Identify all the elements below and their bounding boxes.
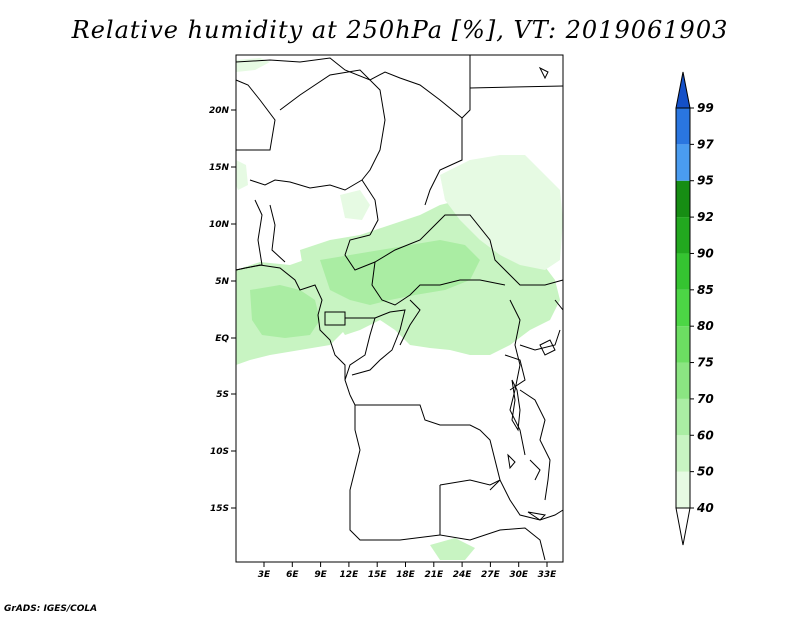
border-line: [519, 329, 561, 351]
colorbar-segment: [676, 289, 690, 327]
humidity-shading: [236, 58, 563, 560]
border-line: [399, 299, 421, 346]
colorbar-segment: [676, 217, 690, 254]
lat-label: EQ: [215, 334, 229, 344]
colorbar-label: 99: [697, 101, 714, 115]
lon-label: 27E: [481, 570, 501, 580]
border-line: [371, 261, 506, 306]
colorbar-label: 50: [697, 465, 714, 479]
lake-outline: [511, 379, 521, 432]
colorbar-label: 70: [697, 392, 714, 406]
country-borders: [235, 55, 564, 561]
colorbar-label: 40: [696, 501, 714, 515]
map-border: [235, 54, 564, 563]
colorbar-label: 80: [697, 319, 714, 333]
border-line: [269, 204, 286, 263]
border-line: [504, 354, 526, 391]
latitude-axis: 20N 15N 10N 5N EQ 5S 10S 15S: [209, 106, 236, 514]
colorbar-segment: [676, 398, 690, 436]
lat-label: 5N: [215, 277, 229, 287]
humidity-region-sahel: [340, 190, 370, 220]
border-line: [235, 57, 463, 206]
border-line: [249, 179, 379, 236]
border-line: [554, 299, 564, 311]
lon-label: 6E: [286, 570, 299, 580]
humidity-region-central-inner: [320, 240, 480, 305]
humidity-region-west-coast: [236, 160, 248, 190]
lon-label: 24E: [453, 570, 473, 580]
border-line: [519, 389, 551, 501]
lon-label: 21E: [424, 570, 444, 580]
lat-label: 20N: [209, 106, 230, 116]
longitude-axis: 3E 6E 9E 12E 15E 18E 21E 24E 27E 30E 33E: [258, 562, 557, 580]
lat-label: 10N: [209, 220, 230, 230]
colorbar-label: 97: [697, 137, 714, 151]
colorbar-label: 95: [697, 174, 714, 188]
colorbar-segment: [676, 471, 690, 508]
lon-label: 33E: [538, 570, 558, 580]
lon-label: 12E: [340, 570, 360, 580]
border-line: [235, 264, 351, 396]
colorbar-lower-arrow: [675, 507, 691, 546]
border-line: [235, 79, 276, 151]
border-line: [344, 214, 564, 286]
lon-label: 18E: [396, 570, 416, 580]
lake-outline: [538, 66, 549, 80]
lon-label: 9E: [314, 570, 327, 580]
border-line: [324, 311, 346, 326]
lon-label: 15E: [368, 570, 388, 580]
colorbar-label: 92: [697, 210, 714, 224]
border-line: [469, 85, 564, 89]
colorbar: 40 50 60 70 75 80 85 90 92 95 97 99: [675, 71, 714, 546]
lat-label: 15N: [209, 163, 230, 173]
colorbar-upper-arrow: [675, 71, 691, 109]
lat-label: 5S: [216, 390, 229, 400]
chart-title: Relative humidity at 250hPa [%], VT: 201…: [71, 16, 729, 44]
lat-label: 15S: [210, 504, 229, 514]
colorbar-label: 85: [697, 283, 714, 297]
lake-outline: [507, 453, 516, 470]
lakes: [507, 66, 556, 521]
grads-credit: GrADS: IGES/COLA: [4, 604, 98, 614]
colorbar-label: 90: [697, 246, 714, 260]
colorbar-segment: [676, 253, 690, 290]
colorbar-label: 75: [697, 356, 714, 370]
colorbar-segment: [676, 144, 690, 181]
border-line: [235, 199, 263, 271]
border-line: [529, 459, 541, 481]
lon-label: 30E: [509, 570, 529, 580]
border-line: [439, 485, 546, 561]
colorbar-label: 60: [697, 428, 714, 442]
lake-outline: [527, 511, 547, 521]
colorbar-segment: [676, 180, 690, 218]
colorbar-segment: [676, 108, 690, 145]
border-line: [279, 69, 386, 181]
border-line: [461, 55, 471, 119]
colorbar-segment: [676, 435, 690, 472]
border-line: [439, 479, 564, 521]
lon-label: 3E: [258, 570, 271, 580]
humidity-region-gulf-inner: [250, 285, 320, 338]
border-line: [351, 309, 406, 376]
border-line: [349, 405, 441, 541]
colorbar-segment: [676, 362, 690, 399]
border-line: [349, 394, 501, 491]
lat-label: 10S: [210, 447, 229, 457]
lake-outline: [539, 339, 556, 356]
border-line: [344, 317, 376, 381]
humidity-region-northeast: [440, 155, 563, 270]
colorbar-outline: [675, 107, 691, 509]
colorbar-segment: [676, 326, 690, 363]
humidity-region-south: [430, 538, 475, 560]
